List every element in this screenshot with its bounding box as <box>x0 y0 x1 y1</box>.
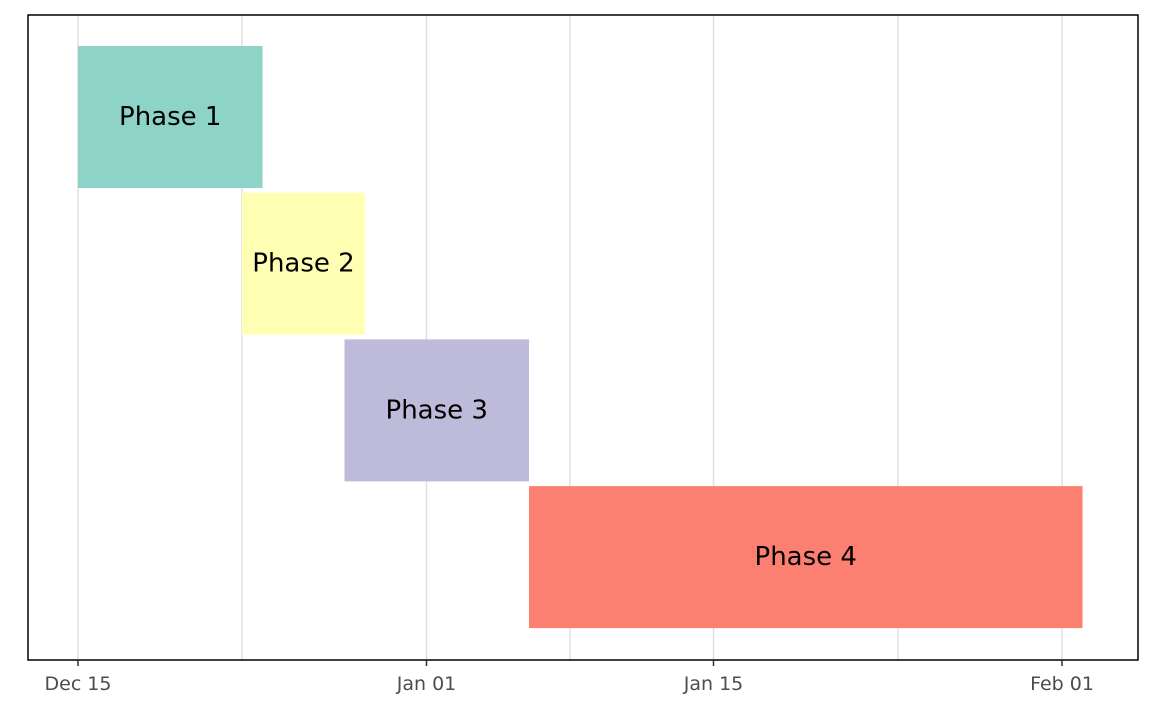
task-bar <box>78 46 263 188</box>
task-bars <box>78 46 1083 629</box>
x-axis-ticks: Dec 15 Jan 01 Jan 15 Feb 01 <box>45 660 1094 695</box>
task-bar <box>344 339 529 482</box>
task-bar-label: Phase 4 <box>755 542 857 572</box>
task-bar-label: Phase 3 <box>386 395 488 425</box>
x-tick-label: Jan 01 <box>396 673 457 695</box>
task-bar <box>242 192 365 335</box>
x-tick-label: Feb 01 <box>1030 673 1094 695</box>
x-tick-label: Dec 15 <box>45 673 112 695</box>
x-tick-label: Jan 15 <box>683 673 744 695</box>
task-labels: Phase 1 Phase 2 Phase 3 Phase 4 <box>119 102 857 572</box>
task-bar-label: Phase 2 <box>252 249 354 279</box>
task-bar-label: Phase 1 <box>119 102 221 132</box>
plot-frame <box>27 14 1139 661</box>
task-bar <box>529 486 1083 629</box>
